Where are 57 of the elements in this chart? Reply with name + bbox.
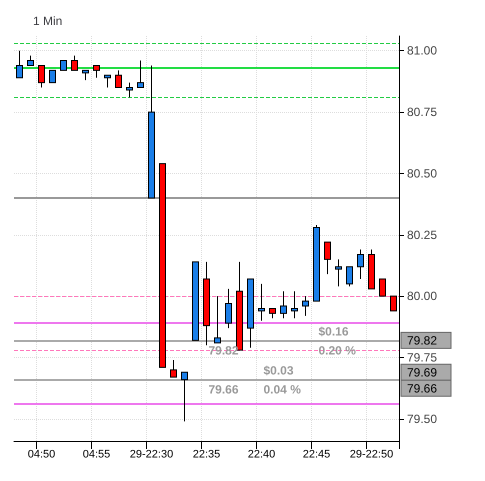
candlestick xyxy=(93,64,100,78)
annotation: 79.66 xyxy=(208,382,239,397)
x-tick-label: 04:55 xyxy=(82,448,110,460)
x-tick-label: 22:40 xyxy=(248,448,276,460)
y-tick-label: 79.50 xyxy=(407,412,438,426)
candlestick xyxy=(104,74,111,88)
candlestick xyxy=(269,308,276,319)
candlestick xyxy=(49,70,56,84)
candlestick xyxy=(82,70,89,81)
y-tick-label: 79.75 xyxy=(407,350,438,365)
text: 79.66 xyxy=(407,381,438,396)
candlestick xyxy=(368,249,375,290)
candlestick xyxy=(137,60,144,88)
candlestick xyxy=(159,163,166,368)
candlestick xyxy=(192,261,199,341)
candlestick xyxy=(302,296,309,316)
annotation: $0.16 xyxy=(318,324,349,338)
candlestick xyxy=(126,82,133,98)
candlestick xyxy=(258,283,265,322)
candlestick xyxy=(71,55,78,71)
annotation: $0.03 xyxy=(264,364,294,378)
annotation: 0.04 % xyxy=(264,382,302,397)
text: 79.69 xyxy=(407,365,438,380)
candlestick xyxy=(379,278,386,297)
text: 79.82 xyxy=(407,333,438,348)
y-tick-label: 80.75 xyxy=(407,105,438,120)
y-tick-label: 81.00 xyxy=(407,44,438,58)
candlestick xyxy=(247,278,254,348)
x-tick-label: 22:45 xyxy=(302,448,330,460)
candlestick xyxy=(280,290,287,319)
candlestick xyxy=(181,372,188,422)
x-tick-label: 29-22:50 xyxy=(350,448,394,460)
y-tick-label: 80.50 xyxy=(407,166,438,180)
candlestick xyxy=(335,258,342,287)
candlestick xyxy=(346,266,353,287)
candlestick xyxy=(148,64,155,198)
candlestick xyxy=(291,290,298,319)
y-tick-label: 80.00 xyxy=(407,289,438,304)
candlestick xyxy=(16,50,23,78)
candlestick xyxy=(390,296,397,312)
chart-title: 1 Min xyxy=(33,14,62,28)
candlestick xyxy=(27,55,34,66)
candlestick xyxy=(60,60,67,71)
x-tick-label: 29-22:30 xyxy=(130,448,174,460)
candlestick xyxy=(236,261,243,351)
candlestick xyxy=(38,64,45,88)
x-tick-label: 04:50 xyxy=(28,448,56,460)
candlestick xyxy=(214,296,221,344)
candlestick xyxy=(324,242,331,275)
x-tick-label: 22:35 xyxy=(192,448,220,460)
candlestick xyxy=(225,288,232,329)
candlestick xyxy=(170,360,177,378)
candlestick xyxy=(313,224,320,302)
candlestick xyxy=(203,261,210,346)
candlestick xyxy=(115,70,122,88)
y-tick-label: 80.25 xyxy=(407,228,438,242)
candlestick xyxy=(357,249,364,280)
